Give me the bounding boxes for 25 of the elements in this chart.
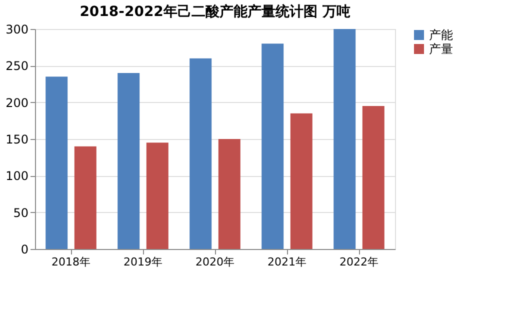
bar — [118, 73, 140, 249]
chart-title: 2018-2022年己二酸产能产量统计图 万吨 — [80, 3, 350, 20]
legend-label: 产量 — [429, 42, 453, 56]
bar — [46, 76, 68, 249]
bar — [218, 139, 240, 249]
bar — [262, 44, 284, 249]
bar — [290, 113, 312, 249]
bar — [74, 146, 96, 249]
y-tick-label: 50 — [13, 206, 28, 220]
y-tick-label: 100 — [6, 169, 28, 184]
legend-label: 产能 — [429, 28, 453, 42]
y-tick-label: 250 — [6, 59, 28, 74]
x-tick-label: 2020年 — [196, 256, 234, 268]
x-tick-label: 2019年 — [124, 256, 162, 268]
x-tick-label: 2022年 — [340, 256, 378, 268]
bar — [190, 58, 212, 249]
bar — [334, 29, 356, 249]
bar — [362, 106, 384, 249]
x-tick-label: 2021年 — [268, 256, 306, 268]
y-tick-label: 150 — [6, 132, 28, 146]
y-tick-label: 200 — [6, 96, 28, 110]
y-tick-label: 0 — [20, 242, 28, 256]
x-tick-label: 2018年 — [52, 256, 90, 268]
bar — [146, 142, 168, 249]
y-tick-label: 300 — [6, 22, 28, 36]
